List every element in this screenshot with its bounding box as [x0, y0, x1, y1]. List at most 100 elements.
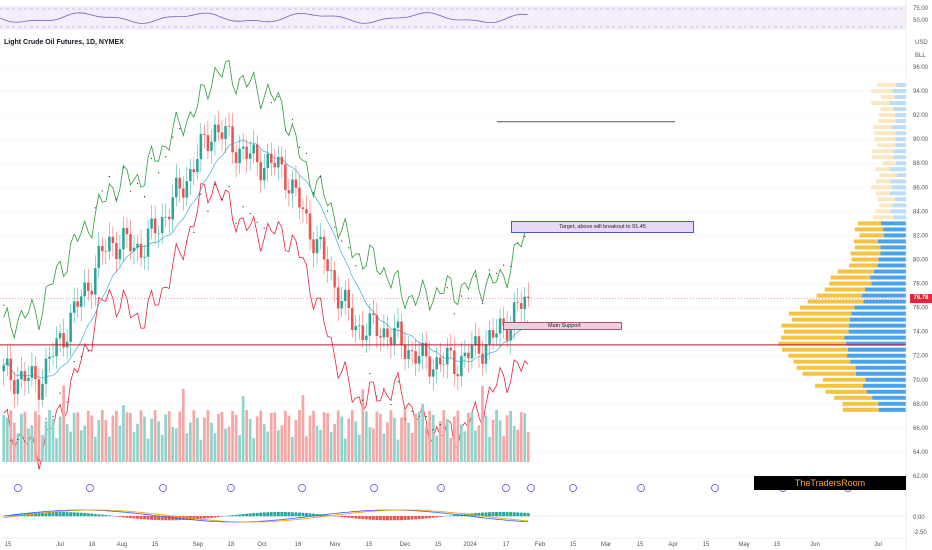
vp-buy-bar	[850, 251, 880, 255]
sar-dot	[278, 96, 279, 97]
macd-histogram-bar	[354, 516, 357, 518]
event-marker-icon	[299, 485, 306, 492]
candle-body	[101, 246, 104, 251]
candle-body	[196, 159, 199, 172]
level-lines	[0, 122, 906, 345]
volume-bar	[379, 414, 382, 462]
time-tick-label: 18	[228, 542, 235, 548]
volume-bar	[492, 420, 495, 462]
volume-bar	[333, 424, 336, 462]
candle-body	[390, 337, 393, 344]
volume-bar	[9, 410, 12, 462]
sar-dot	[383, 388, 384, 389]
vp-sell-bar	[895, 95, 906, 99]
macd-histogram-bar	[168, 516, 171, 520]
vp-buy-bar	[782, 348, 848, 352]
price-tick-label: 74.00	[913, 330, 929, 336]
macd-histogram-bar	[115, 516, 118, 517]
vp-buy-bar	[871, 101, 889, 105]
target-annotation[interactable]: Target, above will breakout to 91.45	[511, 221, 694, 233]
candle-body	[288, 190, 291, 193]
vp-buy-bar	[877, 143, 895, 147]
sar-dot	[221, 198, 222, 199]
currency-label: USD	[915, 40, 928, 46]
macd-histogram-bar	[157, 516, 160, 520]
candle-body	[460, 356, 463, 376]
sar-dot	[59, 393, 60, 394]
volume-bar	[323, 412, 326, 462]
candle-body	[73, 301, 76, 312]
macd-histogram-bar	[294, 512, 297, 516]
candle-body	[319, 237, 322, 239]
time-tick-label: 15	[5, 542, 12, 548]
volume-bar	[354, 422, 357, 462]
volume-bar	[122, 405, 125, 462]
volume-bar	[326, 413, 329, 462]
volume-bar	[316, 426, 319, 462]
candle-body	[414, 351, 417, 363]
macd-histogram-bar	[52, 512, 55, 516]
macd-histogram-bar	[122, 516, 125, 517]
candle-body	[59, 333, 62, 338]
macd-histogram-bar	[302, 513, 305, 516]
volume-bar	[2, 415, 5, 462]
candle-body	[238, 149, 241, 163]
volume-bar	[464, 431, 467, 462]
volume-bar	[66, 424, 69, 462]
sar-dot	[95, 207, 96, 208]
vp-sell-bar	[865, 288, 906, 292]
vp-buy-bar	[808, 300, 864, 304]
macd-histogram-bar	[214, 516, 217, 517]
vp-sell-bar	[880, 245, 906, 249]
macd-histogram-bar	[280, 512, 283, 516]
volume-bar	[368, 427, 371, 462]
candle-body	[418, 356, 421, 364]
vp-sell-bar	[891, 125, 906, 129]
candle-body	[217, 125, 220, 133]
volume-bar	[330, 432, 333, 462]
volume-bar	[175, 428, 178, 462]
vp-buy-bar	[797, 366, 856, 370]
macd-histogram-bar	[136, 516, 139, 519]
volume-bar	[27, 429, 30, 462]
candle-body	[119, 249, 122, 259]
sar-dot	[496, 273, 497, 274]
candle-body	[520, 303, 523, 309]
volume-bar	[523, 413, 526, 462]
macd-histogram-bar	[400, 516, 403, 520]
volume-bar	[182, 389, 185, 462]
candle-body	[94, 268, 97, 294]
volume-bar	[119, 426, 122, 462]
macd-histogram-bar	[298, 513, 301, 517]
macd-histogram-bar	[421, 516, 424, 519]
candle-body	[372, 313, 375, 315]
volume-bar	[252, 438, 255, 462]
macd-histogram-bar	[379, 516, 382, 520]
time-tick-label: 18	[89, 542, 96, 548]
candle-body	[358, 325, 361, 326]
macd-histogram-bar	[199, 516, 202, 519]
vp-sell-bar	[890, 167, 906, 171]
vp-buy-bar	[800, 306, 854, 310]
rsi-tick-label: 75.00	[913, 6, 929, 12]
candle-body	[207, 135, 210, 151]
macd-histogram-bar	[83, 513, 86, 516]
vp-buy-bar	[872, 149, 894, 153]
volume-bar	[414, 414, 417, 462]
support-annotation[interactable]: Main Support	[503, 322, 622, 330]
volume-bar	[16, 433, 19, 462]
volume-bar	[495, 410, 498, 462]
volume-bar	[189, 423, 192, 462]
macd-histogram-bar	[256, 513, 259, 516]
macd-histogram-bar	[516, 512, 519, 516]
bollinger-bands	[4, 61, 528, 470]
volume-bar	[418, 412, 421, 462]
event-marker-icon	[160, 485, 167, 492]
vp-sell-bar	[890, 191, 906, 195]
candle-body	[432, 369, 435, 376]
price-tick-label: 72.00	[913, 354, 929, 360]
macd-histogram-bar	[108, 515, 111, 516]
macd-histogram-bar	[266, 512, 269, 516]
sar-dot	[489, 269, 490, 270]
macd-histogram-bar	[66, 512, 69, 516]
